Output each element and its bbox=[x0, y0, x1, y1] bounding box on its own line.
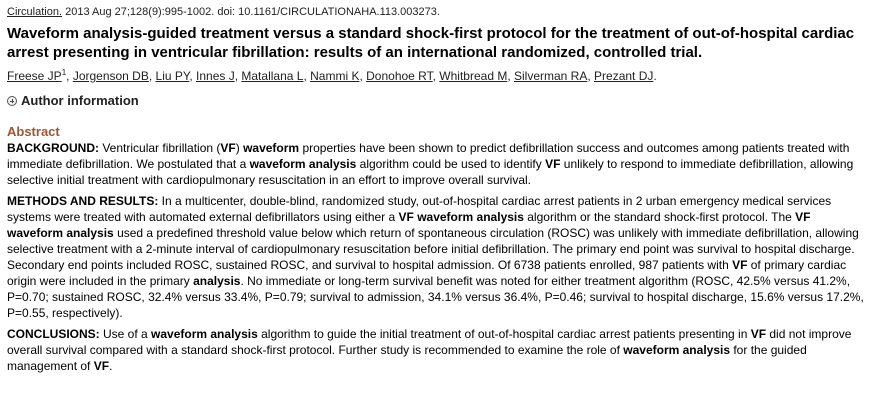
highlighted-term: waveform analysis bbox=[623, 343, 731, 357]
article-title: Waveform analysis-guided treatment versu… bbox=[7, 25, 855, 61]
author-link[interactable]: Matallana L bbox=[241, 69, 304, 83]
section-label: CONCLUSIONS: bbox=[7, 327, 100, 341]
author-information-label: Author information bbox=[21, 93, 139, 108]
abstract-text: did not improve overall survival compare… bbox=[7, 327, 852, 357]
author-link[interactable]: Prezant DJ bbox=[594, 69, 654, 83]
highlighted-term: VF bbox=[750, 327, 767, 341]
author-separator: , bbox=[303, 69, 311, 83]
author-link[interactable]: Liu PY bbox=[155, 69, 190, 83]
abstract-heading: Abstract bbox=[7, 124, 60, 139]
abstract-text: of primary cardiac origin were included … bbox=[7, 258, 847, 288]
abstract-text: algorithm to guide the initial treatment… bbox=[257, 327, 751, 341]
author-separator: , bbox=[189, 69, 197, 83]
highlighted-term: VF bbox=[220, 141, 236, 155]
author-link[interactable]: Silverman RA bbox=[514, 69, 588, 83]
highlighted-term: VF waveform analysis bbox=[7, 210, 811, 240]
author-link[interactable]: Jorgenson DB bbox=[72, 69, 149, 83]
citation-line: Circulation. 2013 Aug 27;128(9):995-1002… bbox=[7, 5, 868, 20]
highlighted-term: VF bbox=[545, 157, 561, 171]
author-separator: , bbox=[148, 69, 156, 83]
expand-plus-icon[interactable] bbox=[7, 96, 17, 106]
highlighted-term: VF bbox=[93, 359, 110, 373]
highlighted-term: VF waveform analysis bbox=[398, 210, 524, 224]
author-separator: . bbox=[653, 69, 657, 83]
highlighted-term: waveform analysis bbox=[249, 157, 357, 171]
abstract-text: In a multicenter, double-blind, randomiz… bbox=[7, 194, 832, 224]
author-separator: , bbox=[507, 69, 514, 83]
abstract-text: . No immediate or long-term survival ben… bbox=[7, 274, 864, 320]
abstract-text: algorithm or the standard shock-first pr… bbox=[523, 210, 796, 224]
affiliation-superscript: 1 bbox=[61, 68, 67, 77]
abstract-text: ) bbox=[235, 141, 244, 155]
author-link[interactable]: Nammi K bbox=[310, 69, 360, 83]
highlighted-term: VF bbox=[732, 258, 748, 272]
abstract-section: METHODS AND RESULTS: In a multicenter, d… bbox=[7, 193, 868, 321]
abstract-text: properties have been shown to predict de… bbox=[7, 141, 850, 171]
highlighted-term: analysis bbox=[193, 274, 241, 288]
author-separator: , bbox=[359, 69, 367, 83]
author-link[interactable]: Donohoe RT bbox=[366, 69, 433, 83]
author-list: Freese JP1, Jorgenson DB, Liu PY, Innes … bbox=[7, 68, 868, 84]
highlighted-term: waveform analysis bbox=[151, 327, 258, 341]
abstract-text: algorithm could be used to identify bbox=[356, 157, 546, 171]
abstract-text: unlikely to respond to immediate defibri… bbox=[7, 157, 854, 187]
abstract-text: Use of a bbox=[99, 327, 152, 341]
author-link[interactable]: Innes J bbox=[196, 69, 235, 83]
abstract-section: BACKGROUND: Ventricular fibrillation (VF… bbox=[7, 140, 868, 188]
journal-link[interactable]: Circulation. bbox=[7, 6, 63, 18]
author-separator: , bbox=[234, 69, 242, 83]
abstract-text: for the guided management of bbox=[7, 343, 807, 373]
abstract-page: Circulation. 2013 Aug 27;128(9):995-1002… bbox=[7, 5, 868, 374]
abstract-text: used a predefined threshold value below … bbox=[7, 226, 859, 272]
abstract-section: CONCLUSIONS: Use of a waveform analysis … bbox=[7, 326, 868, 374]
section-label: METHODS AND RESULTS: bbox=[7, 194, 159, 208]
highlighted-term: waveform bbox=[243, 141, 300, 155]
author-separator: , bbox=[432, 69, 440, 83]
author-separator: , bbox=[587, 69, 595, 83]
author-information-toggle[interactable]: Author information bbox=[7, 93, 868, 109]
abstract-text: Ventricular fibrillation ( bbox=[99, 141, 221, 155]
author-separator: , bbox=[66, 69, 73, 83]
citation-details: 2013 Aug 27;128(9):995-1002. doi: 10.116… bbox=[62, 6, 440, 18]
author-link[interactable]: Freese JP bbox=[7, 69, 62, 83]
abstract-body: BACKGROUND: Ventricular fibrillation (VF… bbox=[7, 140, 868, 374]
abstract-text: . bbox=[109, 359, 113, 373]
section-label: BACKGROUND: bbox=[7, 141, 99, 155]
author-link[interactable]: Whitbread M bbox=[439, 69, 508, 83]
